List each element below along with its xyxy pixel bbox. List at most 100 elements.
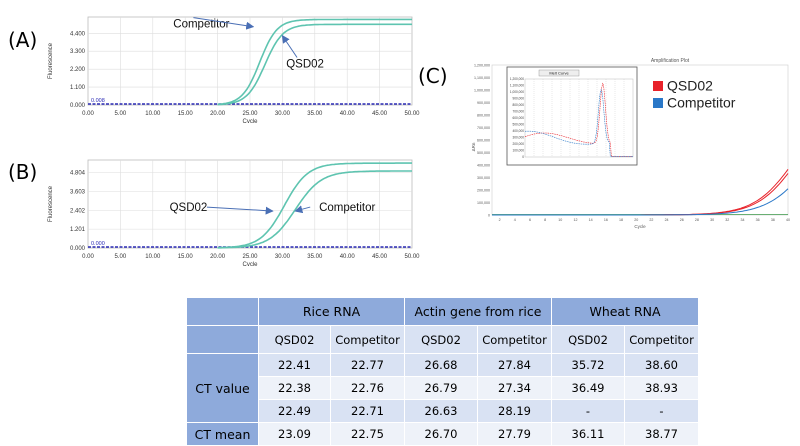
table-cell: 38.77 <box>624 422 699 446</box>
x-tick-label: 45.00 <box>372 111 388 117</box>
x-tick-label: 20.00 <box>210 111 226 117</box>
x-tick-label: 30.00 <box>275 111 291 117</box>
amplification-curve <box>217 162 412 249</box>
annotation-label: QSD02 <box>286 59 324 71</box>
table-cell: 22.71 <box>330 399 405 423</box>
x-tick-label: 40 <box>786 218 790 222</box>
subheader-corner <box>186 325 259 354</box>
x-tick-label: 8 <box>544 218 546 222</box>
table-row-mean: CT mean 23.09 22.75 26.70 27.79 36.11 38… <box>186 422 699 446</box>
y-tick-label: 500,000 <box>477 151 490 155</box>
x-tick-label: 14 <box>589 218 593 222</box>
y-tick-label: 200,000 <box>477 189 490 193</box>
legend-swatch-competitor <box>653 98 663 108</box>
group-header-actin: Actin gene from rice <box>404 297 552 326</box>
table-cell: 22.75 <box>330 422 405 446</box>
table-cell: 26.79 <box>404 376 478 400</box>
table-cell: 26.63 <box>404 399 478 423</box>
y-tick-label: 0.000 <box>70 246 86 252</box>
melt-curve-competitor <box>524 89 633 157</box>
inset-y-tick-label: 700,000 <box>512 110 524 114</box>
x-tick-label: 5.00 <box>115 111 127 117</box>
amplification-curve <box>217 170 412 249</box>
inset-y-tick-label: 300,000 <box>512 136 524 140</box>
x-tick-label: 40.00 <box>340 254 356 260</box>
table-cell: - <box>624 399 699 423</box>
x-tick-label: 0.00 <box>82 111 94 117</box>
group-header-wheat: Wheat RNA <box>551 297 699 326</box>
table-cell: 27.34 <box>477 376 552 400</box>
x-tick-label: 15.00 <box>178 111 194 117</box>
subheader: QSD02 <box>258 325 331 354</box>
ct-table: Rice RNA Actin gene from rice Wheat RNA … <box>186 297 699 446</box>
x-tick-label: 16 <box>604 218 608 222</box>
table-cell: 27.84 <box>477 353 552 377</box>
x-tick-label: 20 <box>634 218 638 222</box>
subheader: QSD02 <box>404 325 478 354</box>
table-cell: 28.19 <box>477 399 552 423</box>
x-tick-label: 30.00 <box>275 254 291 260</box>
table-cell: 38.93 <box>624 376 699 400</box>
x-axis-label: Cycle <box>242 119 258 123</box>
x-tick-label: 10.00 <box>145 111 161 117</box>
table-cell: 36.11 <box>551 422 625 446</box>
table-cell: 26.70 <box>404 422 478 446</box>
threshold-label: 0.008 <box>91 98 105 104</box>
inset-frame <box>506 66 638 166</box>
table-row: 22.38 22.76 26.79 27.34 36.49 38.93 <box>187 376 699 400</box>
table-cell: 36.49 <box>551 376 625 400</box>
table-cell: 22.77 <box>330 353 405 377</box>
inset-y-tick-label: 0 <box>522 155 524 159</box>
x-tick-label: 25.00 <box>242 254 258 260</box>
x-tick-label: 6 <box>529 218 531 222</box>
table-cell: - <box>551 399 625 423</box>
y-tick-label: 4.400 <box>70 31 86 37</box>
threshold-label: 0.000 <box>91 241 105 247</box>
subheader: Competitor <box>477 325 552 354</box>
chart-title: Amplification Plot <box>651 58 690 64</box>
table-corner <box>186 297 259 326</box>
x-tick-label: 32 <box>725 218 729 222</box>
x-tick-label: 20.00 <box>210 254 226 260</box>
amplification-curve-competitor <box>492 188 789 216</box>
y-tick-label: 1,000,000 <box>474 89 490 93</box>
x-axis-label: Cycle <box>242 262 258 266</box>
table-cell: 22.49 <box>258 399 331 423</box>
x-tick-label: 24 <box>665 218 669 222</box>
y-tick-label: 4.804 <box>70 171 86 177</box>
x-tick-label: 34 <box>740 218 744 222</box>
y-tick-label: 2.200 <box>70 67 86 73</box>
amplification-chart-b: 0.00 5.00 10.00 15.00 20.00 25.00 30.00 35.00 40… <box>48 159 420 266</box>
y-tick-label: 600,000 <box>477 139 490 143</box>
y-tick-label: 1,200,000 <box>474 64 490 68</box>
inset-y-tick-label: 500,000 <box>512 123 524 127</box>
annotation-arrow <box>206 206 274 215</box>
x-tick-label: 35.00 <box>307 111 323 117</box>
x-tick-label: 15.00 <box>178 254 194 260</box>
x-tick-label: 38 <box>771 218 775 222</box>
x-tick-label: 18 <box>619 218 623 222</box>
inset-y-tick-label: 1,200,000 <box>510 77 524 81</box>
amplification-chart-c: Amplification Plot 0 100,000 200,000 300,000… <box>471 58 790 229</box>
annotation-arrow <box>294 205 311 214</box>
x-tick-label: 35.00 <box>307 254 323 260</box>
x-tick-label: 5.00 <box>115 254 127 260</box>
y-tick-label: 100,000 <box>477 201 490 205</box>
y-tick-label: 300,000 <box>477 176 490 180</box>
amplification-chart-a: 0.00 5.00 10.00 15.00 20.00 25.00 30.00 35.00 40… <box>48 16 420 123</box>
table-cell: 23.09 <box>258 422 331 446</box>
table-cell: 35.72 <box>551 353 625 377</box>
panel-label-a: (A) <box>8 28 38 52</box>
table-cell: 26.68 <box>404 353 478 377</box>
inset-y-tick-label: 600,000 <box>512 116 524 120</box>
legend-swatch-qsd02 <box>653 81 663 91</box>
y-tick-label: 2.402 <box>70 208 86 214</box>
table-cell: 38.60 <box>624 353 699 377</box>
table-row: 22.49 22.71 26.63 28.19 - - <box>187 399 699 423</box>
table-cell: 27.79 <box>477 422 552 446</box>
x-tick-label: 0.00 <box>82 254 94 260</box>
x-tick-label: 50.00 <box>404 111 420 117</box>
y-tick-label: 800,000 <box>477 114 490 118</box>
y-axis-label: Fluorescence <box>48 42 54 79</box>
x-tick-label: 28 <box>695 218 699 222</box>
